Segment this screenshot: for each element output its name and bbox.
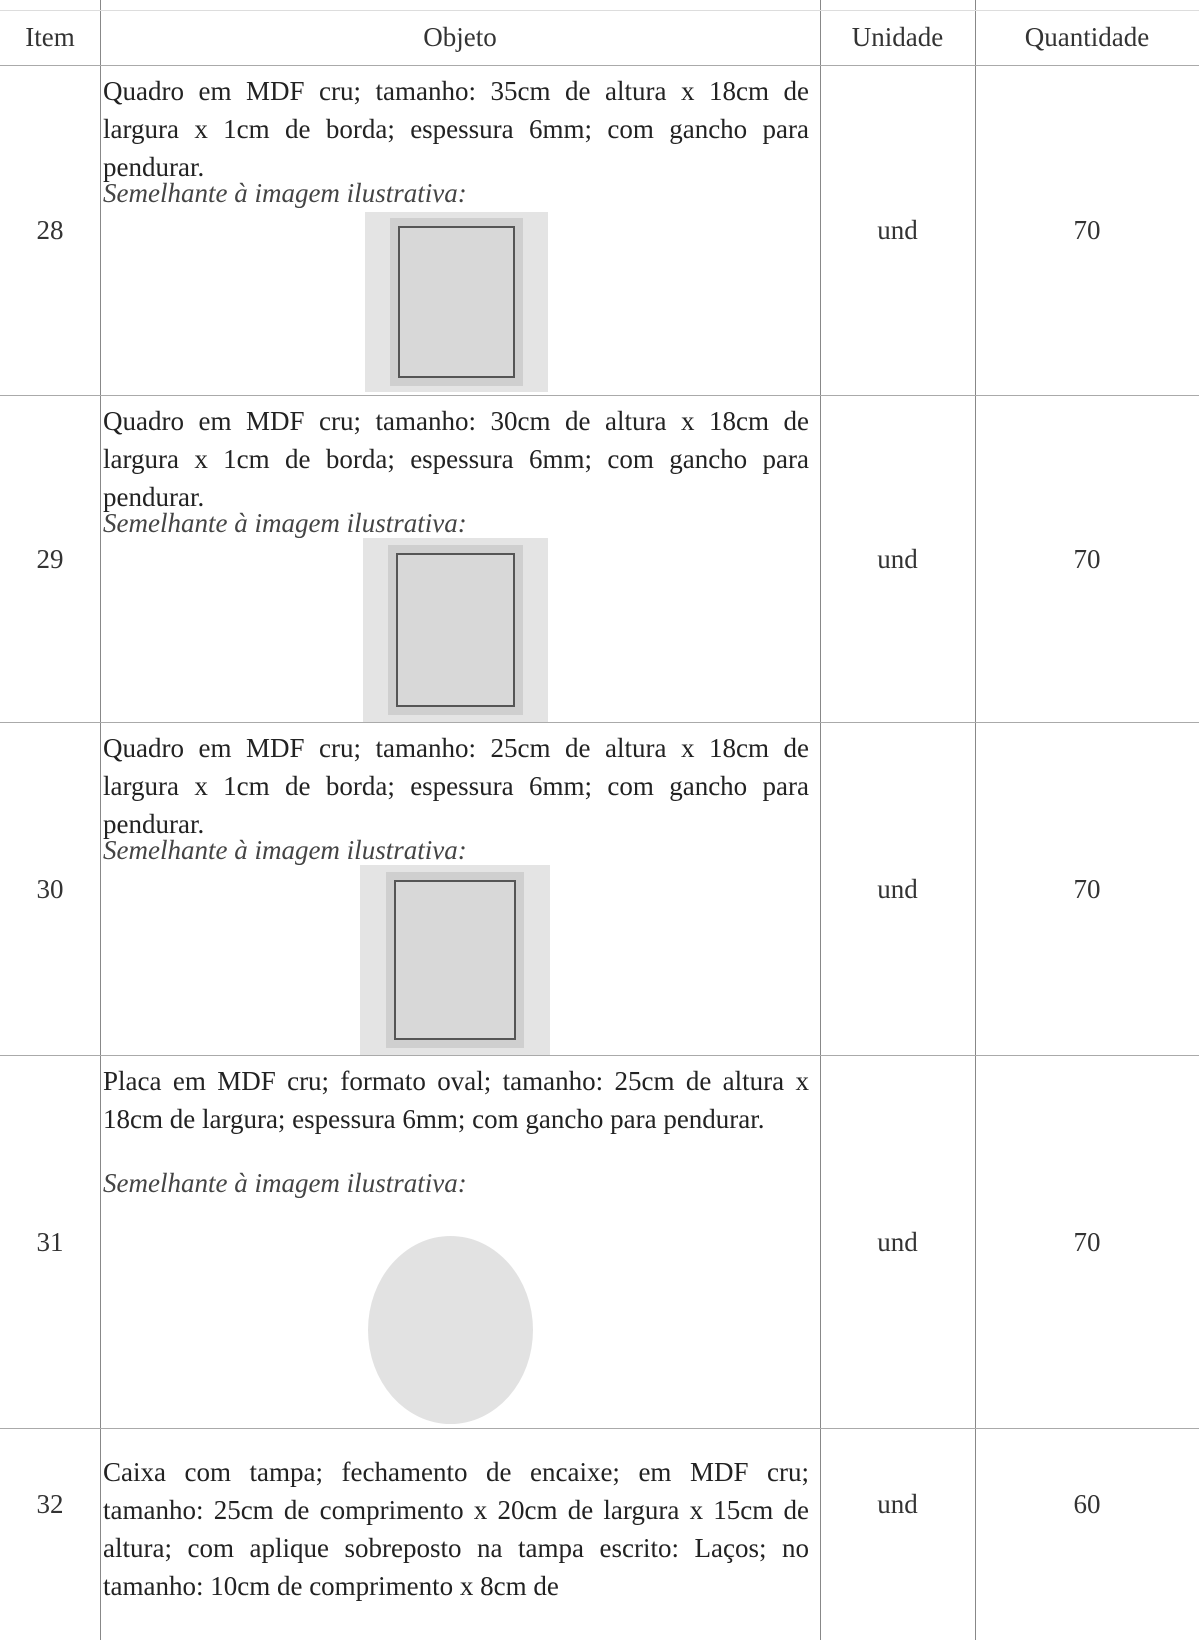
column-line bbox=[100, 0, 101, 1640]
quantity-cell: 70 bbox=[1073, 543, 1101, 574]
table-row: 31 Placa em MDF cru; formato oval; taman… bbox=[0, 1056, 1199, 1428]
unit-cell: und bbox=[877, 1226, 918, 1257]
quantity-cell: 60 bbox=[1073, 1488, 1101, 1519]
row-line bbox=[0, 65, 1199, 66]
header-cell: Quantidade bbox=[1024, 22, 1150, 52]
column-line bbox=[820, 0, 821, 1640]
table-row: 32 Caixa com tampa; fechamento de encaix… bbox=[0, 1429, 1199, 1640]
table-row: 30 Quadro em MDF cru; tamanho: 25cm de a… bbox=[0, 723, 1199, 1055]
header-cell: Unidade bbox=[851, 22, 944, 52]
description: Quadro em MDF cru; tamanho: 35cm de altu… bbox=[103, 76, 809, 182]
caption: Semelhante à imagem ilustrativa: bbox=[103, 178, 467, 208]
description: Quadro em MDF cru; tamanho: 25cm de altu… bbox=[103, 733, 809, 839]
unit-cell: und bbox=[877, 873, 918, 904]
row-line bbox=[0, 1055, 1199, 1056]
column-line bbox=[975, 0, 976, 1640]
caption: Semelhante à imagem ilustrativa: bbox=[103, 1168, 467, 1198]
unit-cell: und bbox=[877, 215, 918, 245]
quantity-cell: 70 bbox=[1073, 1226, 1101, 1257]
item-cell: 29 bbox=[36, 543, 64, 574]
description: Caixa com tampa; fechamento de encaixe; … bbox=[103, 1457, 809, 1601]
caption: Semelhante à imagem ilustrativa: bbox=[103, 508, 467, 538]
quantity-cell: 70 bbox=[1073, 873, 1101, 904]
header-cell: Item bbox=[25, 22, 75, 52]
description: Placa em MDF cru; formato oval; tamanho:… bbox=[103, 1066, 809, 1134]
row-line bbox=[0, 1428, 1199, 1429]
description: Quadro em MDF cru; tamanho: 30cm de altu… bbox=[103, 406, 809, 512]
row-line bbox=[0, 10, 1199, 11]
item-cell: 30 bbox=[36, 873, 64, 904]
quantity-cell: 70 bbox=[1073, 215, 1101, 245]
illustration bbox=[363, 538, 548, 722]
unit-cell: und bbox=[877, 1488, 918, 1519]
illustration bbox=[368, 1236, 533, 1424]
caption: Semelhante à imagem ilustrativa: bbox=[103, 835, 467, 865]
item-cell: 28 bbox=[36, 215, 64, 245]
table-row: 29 Quadro em MDF cru; tamanho: 30cm de a… bbox=[0, 396, 1199, 722]
illustration bbox=[360, 865, 550, 1055]
illustration bbox=[365, 212, 548, 392]
table-row: 28 Quadro em MDF cru; tamanho: 35cm de a… bbox=[0, 66, 1199, 395]
item-cell: 32 bbox=[36, 1488, 64, 1519]
item-cell: 31 bbox=[36, 1226, 64, 1257]
unit-cell: und bbox=[877, 543, 918, 574]
row-line bbox=[0, 395, 1199, 396]
header-cell: Objeto bbox=[423, 22, 497, 52]
row-line bbox=[0, 722, 1199, 723]
